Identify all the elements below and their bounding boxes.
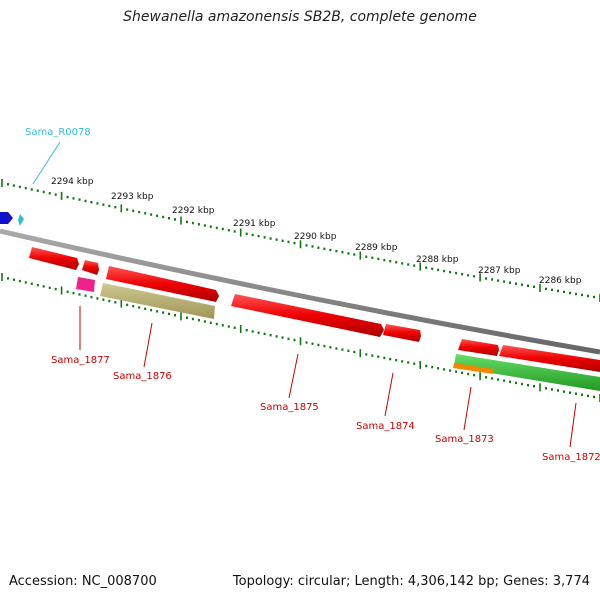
gene-block[interactable] <box>499 345 600 372</box>
ruler-label: 2287 kbp <box>478 266 521 276</box>
map-title: Shewanella amazonensis SB2B, complete ge… <box>123 9 477 25</box>
gene-block-green[interactable] <box>454 354 600 391</box>
leader-line <box>463 386 472 431</box>
gene-label[interactable]: Sama_1874 <box>356 421 415 432</box>
ruler-labels: 2294 kbp 2293 kbp 2292 kbp 2291 kbp 2290… <box>51 177 582 286</box>
ruler-label: 2293 kbp <box>111 192 154 202</box>
outer-ruler <box>1 179 600 302</box>
ruler-label: 2288 kbp <box>416 255 459 265</box>
gene-labels: Sama_1877 Sama_1876 Sama_1875 Sama_1874 … <box>51 355 600 463</box>
gene-block[interactable] <box>231 294 384 337</box>
gene-label[interactable]: Sama_1875 <box>260 402 319 413</box>
ruler-label: 2286 kbp <box>539 276 582 286</box>
accession-text: Accession: NC_008700 <box>9 574 157 589</box>
genome-backbone <box>0 228 600 355</box>
ruler-label: 2290 kbp <box>294 232 337 242</box>
leader-line <box>143 322 153 368</box>
ruler-label: 2294 kbp <box>51 177 94 187</box>
rna-label: Sama_R0078 <box>25 127 91 138</box>
leader-line <box>569 402 577 448</box>
rna-arrow[interactable] <box>0 212 13 224</box>
gene-label[interactable]: Sama_1876 <box>113 371 172 382</box>
gene-leaders <box>79 306 577 448</box>
genome-summary: Topology: circular; Length: 4,306,142 bp… <box>232 574 590 589</box>
gene-block-orange[interactable] <box>453 363 494 374</box>
gene-block[interactable] <box>29 247 79 270</box>
ruler-label: 2291 kbp <box>233 219 276 229</box>
gene-label[interactable]: Sama_1877 <box>51 355 110 366</box>
gene-block-pink[interactable] <box>76 277 95 292</box>
gene-block[interactable] <box>383 324 421 342</box>
gene-block[interactable] <box>106 266 219 302</box>
gene-block[interactable] <box>458 339 499 356</box>
leader-line <box>288 353 299 399</box>
gene-features <box>29 247 600 391</box>
rna-marker[interactable] <box>18 214 24 226</box>
gene-label[interactable]: Sama_1872 <box>542 452 600 463</box>
gene-label[interactable]: Sama_1873 <box>435 434 494 445</box>
ruler-label: 2289 kbp <box>355 243 398 253</box>
rna-feature[interactable]: Sama_R0078 <box>0 127 91 226</box>
rna-label-line <box>32 141 61 185</box>
leader-line <box>384 372 394 417</box>
gene-block-khaki[interactable] <box>100 283 215 319</box>
ruler-label: 2292 kbp <box>172 206 215 216</box>
inner-ruler <box>1 273 600 402</box>
gene-block[interactable] <box>82 260 99 275</box>
